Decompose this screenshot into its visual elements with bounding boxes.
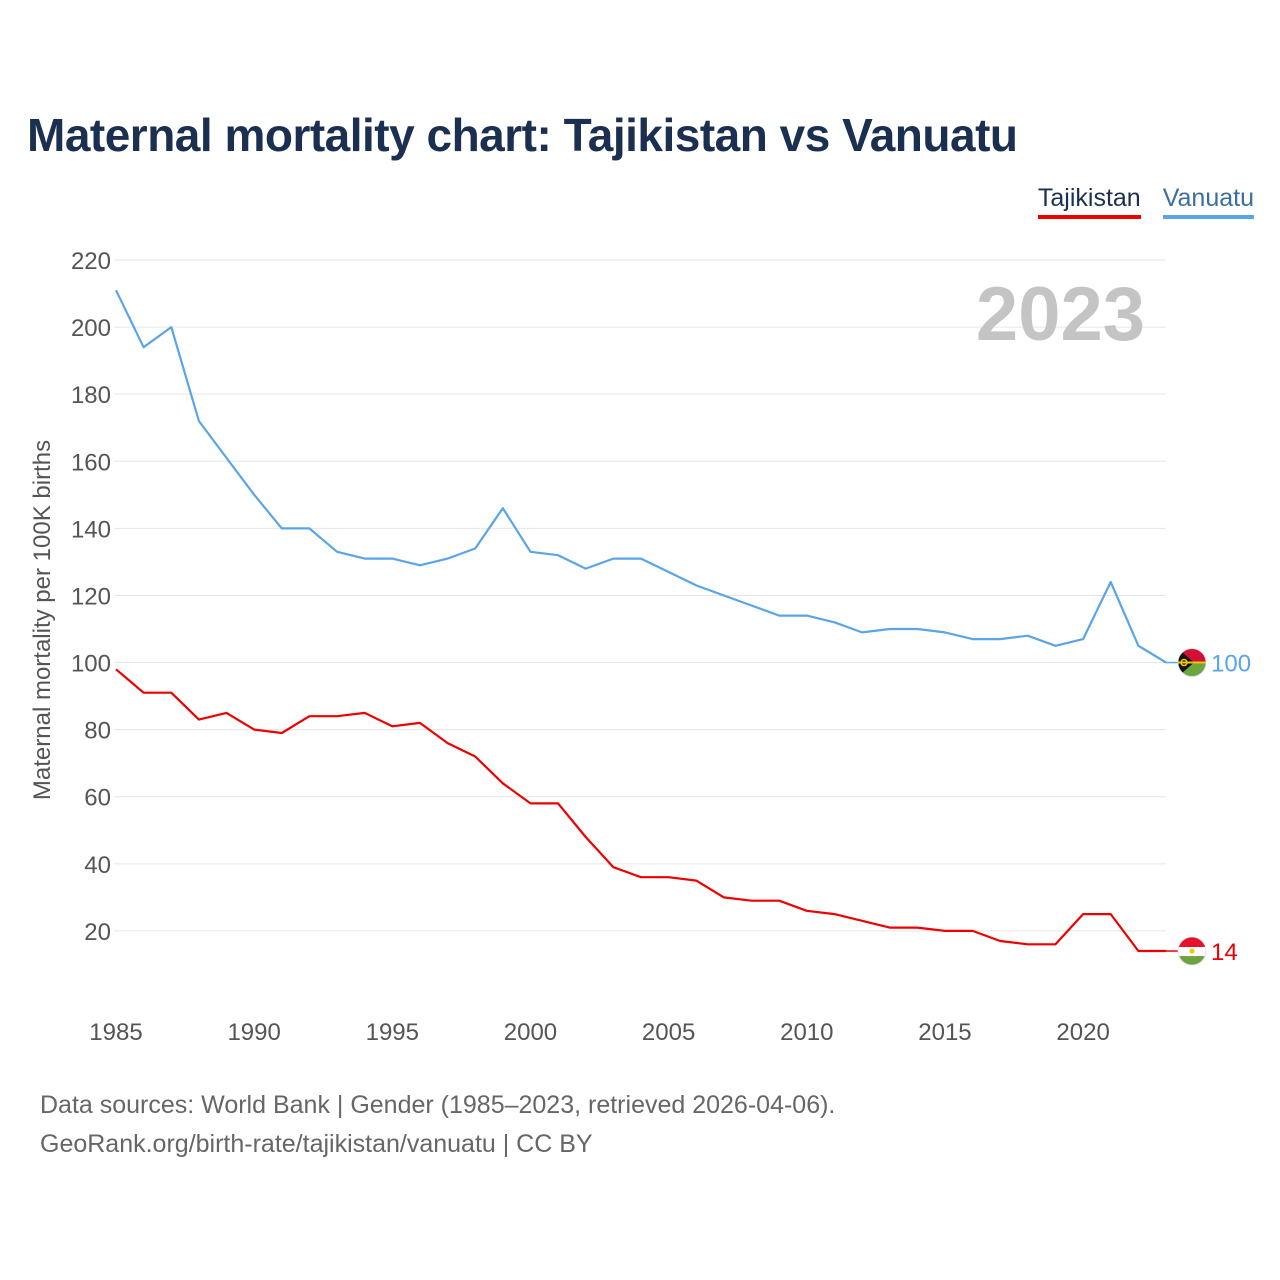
year-label: 2023 [976, 272, 1145, 357]
y-tick-label: 80 [84, 718, 111, 745]
legend-item-tajikistan[interactable]: Tajikistan [1037, 184, 1141, 219]
y-tick-label: 20 [84, 919, 111, 946]
vanuatu-flag-icon [1177, 648, 1207, 677]
sources-line-2[interactable]: GeoRank.org/birth-rate/tajikistan/vanuat… [40, 1130, 593, 1158]
end-markers: 14 100 [1166, 648, 1251, 966]
y-tick-label: 180 [71, 382, 111, 409]
sources: Data sources: World Bank | Gender (1985–… [40, 1086, 835, 1164]
x-tick-label: 1990 [227, 1019, 280, 1046]
chart-title: Maternal mortality chart: Tajikistan vs … [27, 109, 1018, 161]
y-tick-label: 100 [71, 651, 111, 678]
sources-line-1: Data sources: World Bank | Gender (1985–… [40, 1091, 836, 1119]
series-lines [115, 289, 1167, 953]
y-tick-label: 120 [71, 583, 111, 610]
end-value-label-vanuatu: 100 [1211, 651, 1251, 678]
grid-lines [114, 259, 1166, 932]
x-tick-label: 2020 [1056, 1019, 1109, 1046]
x-tick-label: 2015 [918, 1019, 971, 1046]
x-tick-label: 2000 [504, 1019, 557, 1046]
end-value-label-tajikistan: 14 [1211, 939, 1238, 966]
tajikistan-flag-icon [1177, 936, 1207, 966]
legend: Tajikistan Vanuatu [1037, 184, 1254, 219]
x-tick-labels: 1985 1990 1995 2000 2005 2010 2015 2020 [89, 1019, 1109, 1046]
y-tick-label: 220 [71, 248, 111, 275]
y-tick-label: 200 [71, 315, 111, 342]
y-tick-labels: 20 40 60 80 100 120 140 160 180 200 220 [71, 248, 111, 946]
legend-item-vanuatu[interactable]: Vanuatu [1162, 184, 1254, 219]
y-tick-label: 160 [71, 449, 111, 476]
y-tick-label: 40 [84, 852, 111, 879]
y-axis-label: Maternal mortality per 100K births [29, 440, 56, 800]
y-tick-label: 140 [71, 516, 111, 543]
series-line-tajikistan[interactable] [115, 668, 1166, 953]
x-tick-label: 2010 [780, 1019, 833, 1046]
x-tick-label: 2005 [642, 1019, 695, 1046]
x-tick-label: 1985 [89, 1019, 142, 1046]
y-tick-label: 60 [84, 785, 111, 812]
x-tick-label: 1995 [366, 1019, 419, 1046]
series-line-vanuatu[interactable] [115, 289, 1167, 664]
